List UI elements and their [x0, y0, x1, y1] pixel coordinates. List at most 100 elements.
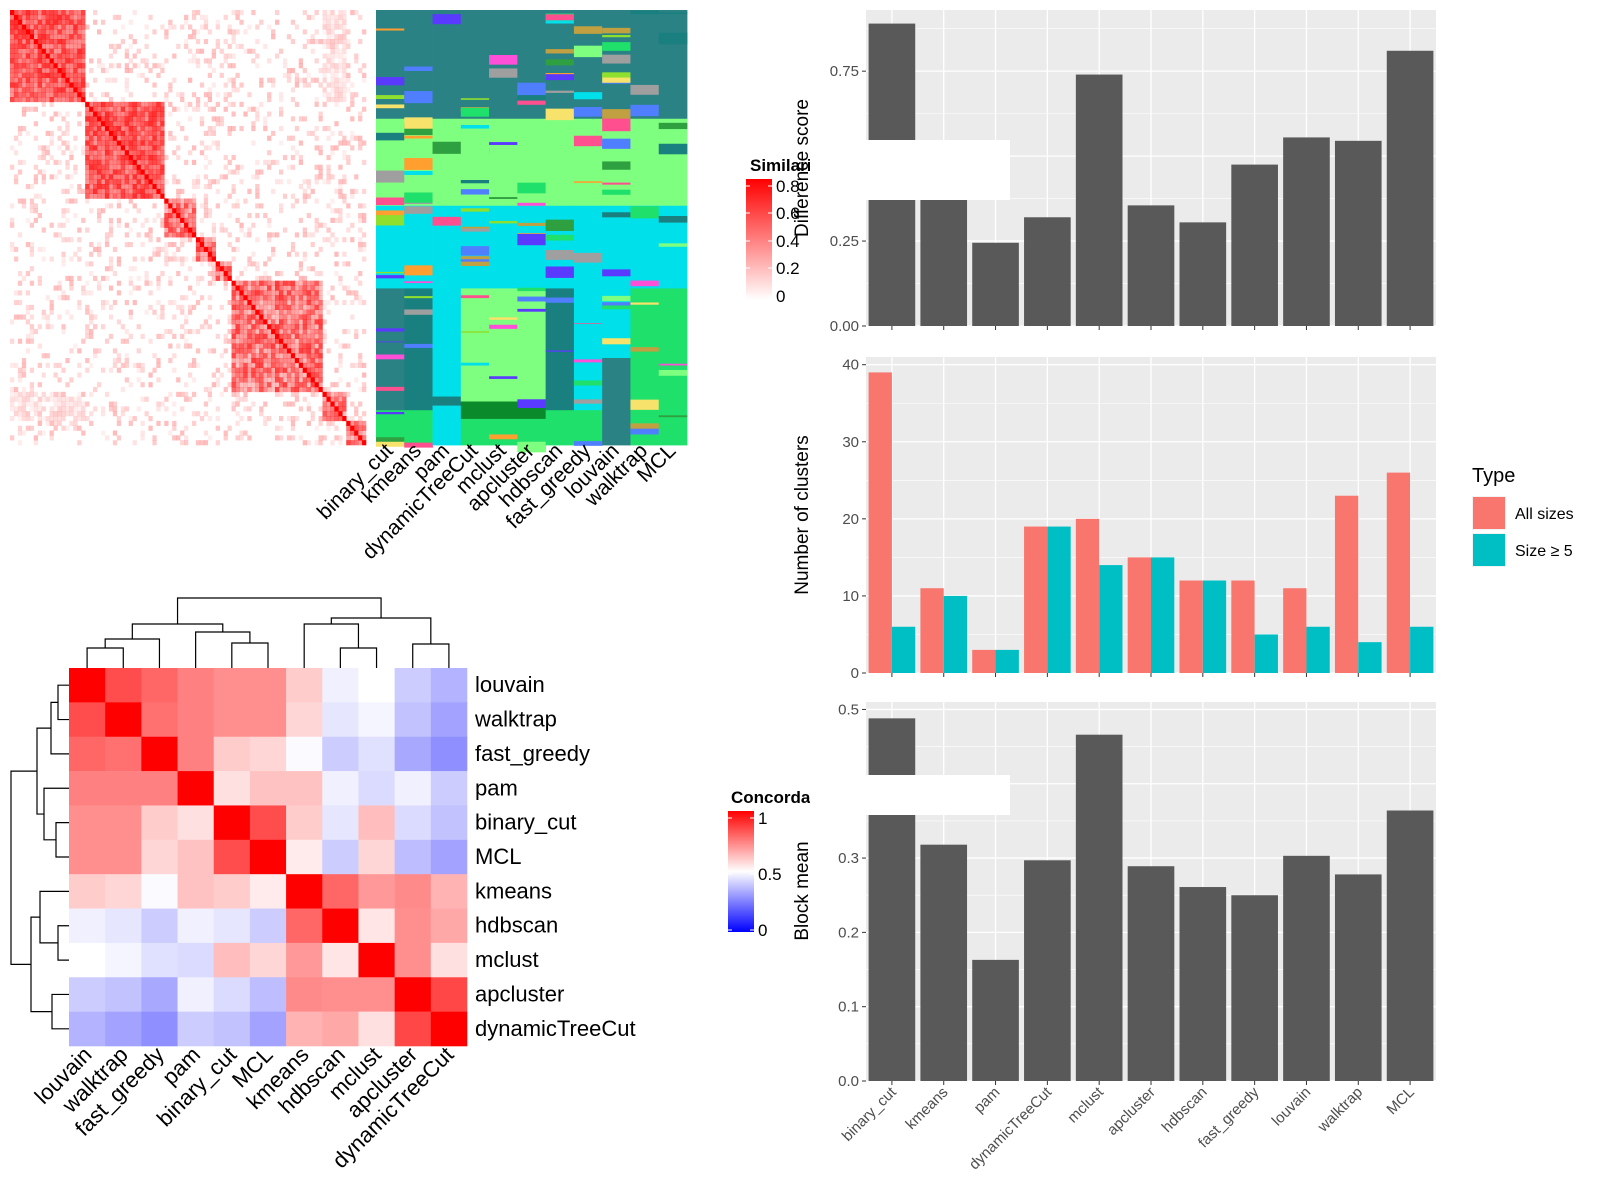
similarity-cell	[322, 387, 327, 393]
cluster-stripe	[602, 338, 631, 345]
similarity-cell	[144, 179, 149, 185]
similarity-cell	[10, 68, 15, 74]
bar	[1386, 50, 1434, 327]
similarity-cell	[10, 203, 15, 209]
similarity-cell	[89, 188, 94, 194]
similarity-cell	[144, 184, 149, 190]
similarity-cell	[124, 232, 129, 238]
similarity-cell	[314, 285, 319, 291]
similarity-cell	[57, 391, 62, 397]
concordance-cell	[286, 908, 323, 944]
similarity-cell	[21, 159, 27, 165]
similarity-cell	[89, 391, 94, 397]
similarity-cell	[41, 53, 46, 59]
similarity-cell	[61, 401, 66, 407]
similarity-cell	[278, 92, 284, 98]
similarity-cell	[322, 391, 327, 397]
concordance-cell	[394, 702, 432, 738]
similarity-cell	[93, 314, 98, 320]
similarity-cell	[278, 435, 284, 441]
similarity-cell	[243, 367, 248, 373]
similarity-cell	[322, 406, 327, 412]
similarity-cell	[290, 377, 296, 383]
similarity-cell	[108, 97, 114, 103]
similarity-cell	[41, 174, 46, 180]
similarity-cell	[350, 130, 355, 136]
bar	[1334, 140, 1382, 326]
similarity-cell	[306, 372, 311, 378]
similarity-cell	[148, 193, 153, 199]
similarity-cell	[172, 333, 177, 339]
similarity-cell	[85, 101, 90, 107]
similarity-cell	[73, 251, 78, 257]
similarity-cell	[294, 396, 300, 402]
similarity-cell	[85, 126, 90, 132]
similarity-cell	[271, 362, 276, 368]
similarity-cell	[29, 324, 35, 330]
similarity-cell	[247, 372, 252, 378]
similarity-cell	[53, 391, 58, 397]
similarity-cell	[290, 246, 296, 252]
similarity-cell	[13, 300, 19, 306]
similarity-cell	[203, 14, 209, 20]
similarity-cell	[290, 242, 296, 248]
similarity-cell	[330, 391, 335, 397]
similarity-cell	[81, 338, 86, 344]
similarity-cell	[255, 324, 260, 330]
similarity-cell	[271, 188, 276, 194]
similarity-cell	[358, 145, 363, 151]
cluster-segment	[517, 418, 547, 446]
dendrogram-link	[104, 638, 161, 668]
similarity-cell	[176, 208, 181, 214]
similarity-cell	[69, 280, 74, 286]
similarity-cell	[342, 343, 347, 349]
similarity-cell	[298, 309, 304, 315]
similarity-cell	[298, 324, 304, 330]
similarity-cell	[362, 435, 367, 441]
similarity-cell	[354, 58, 359, 64]
similarity-cell	[255, 372, 260, 378]
cluster-stripe	[573, 181, 603, 183]
similarity-cell	[176, 213, 181, 219]
similarity-cell	[144, 164, 149, 170]
similarity-cell	[112, 430, 118, 436]
similarity-cell	[282, 155, 288, 161]
similarity-cell	[25, 304, 31, 310]
similarity-cell	[275, 353, 280, 359]
similarity-cell	[239, 435, 244, 441]
similarity-cell	[160, 68, 165, 74]
similarity-cell	[290, 372, 296, 378]
cluster-segment	[602, 10, 631, 120]
similarity-cell	[132, 145, 137, 151]
similarity-cell	[77, 362, 82, 368]
similarity-cell	[278, 106, 284, 112]
similarity-cell	[100, 324, 106, 330]
similarity-cell	[314, 198, 319, 204]
similarity-cell	[346, 72, 351, 78]
similarity-cell	[318, 362, 323, 368]
similarity-cell	[17, 24, 23, 30]
similarity-cell	[160, 309, 165, 315]
similarity-cell	[318, 174, 323, 180]
similarity-cell	[148, 106, 153, 112]
similarity-cell	[100, 155, 106, 161]
cluster-segment	[376, 118, 405, 207]
similarity-cell	[17, 92, 23, 98]
similarity-cell	[61, 256, 66, 262]
similarity-cell	[207, 387, 213, 393]
similarity-cell	[342, 39, 347, 45]
x-category-label: MCL	[1384, 1084, 1418, 1118]
similarity-cell	[290, 203, 296, 209]
similarity-cell	[235, 285, 240, 291]
similarity-cell	[231, 372, 236, 378]
similarity-cell	[286, 382, 292, 388]
similarity-cell	[168, 430, 173, 436]
similarity-cell	[45, 362, 50, 368]
similarity-cell	[350, 237, 355, 243]
similarity-cell	[330, 97, 335, 103]
concordance-column-labels: louvainwalktrapfast_greedypambinary_cutM…	[30, 1042, 459, 1173]
similarity-cell	[219, 372, 224, 378]
similarity-cell	[128, 266, 133, 272]
similarity-cell	[195, 300, 201, 306]
similarity-cell	[156, 126, 161, 132]
